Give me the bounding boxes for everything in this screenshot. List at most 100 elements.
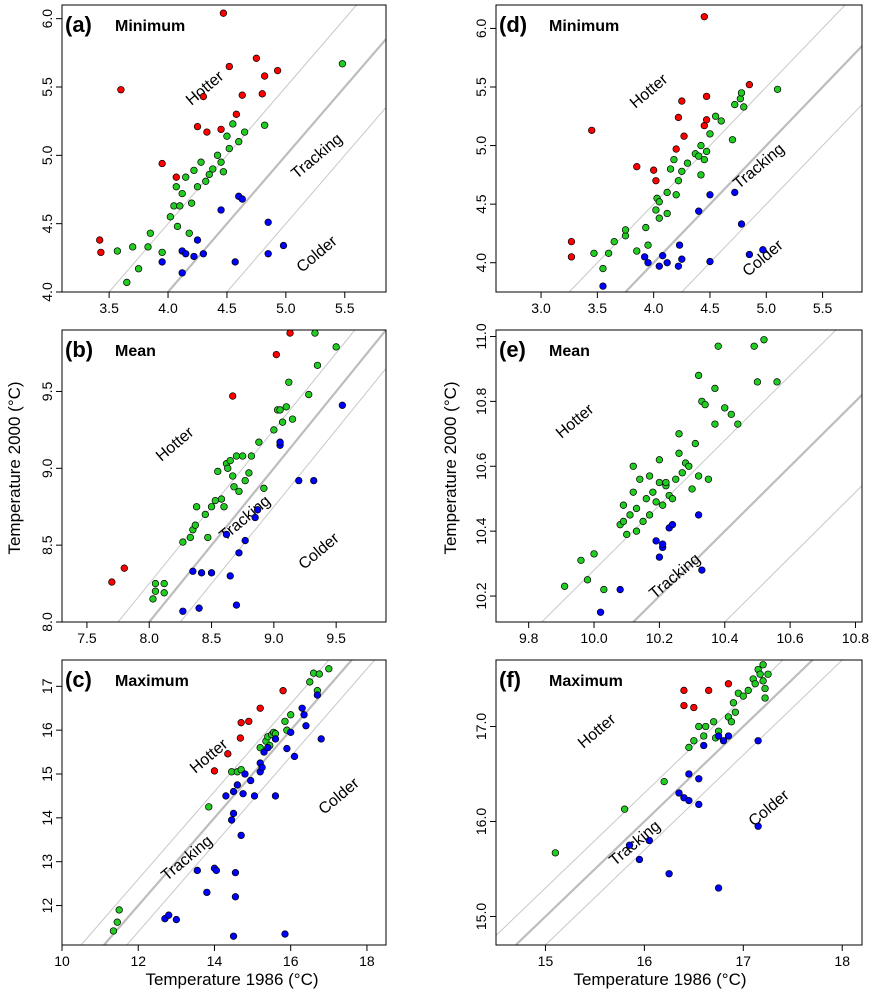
point-colder <box>663 259 671 267</box>
point-tracking <box>332 343 340 351</box>
panel-f: 15 16 17 18 15.0 16.0 17.0 (f) Maximum Hotter Trac… <box>473 659 863 969</box>
reference-lines <box>568 5 862 292</box>
point-colder <box>641 253 649 261</box>
point-hotter <box>108 578 116 586</box>
point-hotter <box>700 13 708 21</box>
point-colder <box>685 796 693 805</box>
point-colder <box>264 250 272 258</box>
point-tracking <box>668 495 677 503</box>
point-hotter <box>633 163 641 171</box>
point-tracking <box>623 530 631 539</box>
x-tick-label: 18 <box>834 953 850 969</box>
x-tick-label: 8.5 <box>202 630 222 646</box>
x-tick-label: 4.0 <box>158 300 178 316</box>
point-tracking <box>655 456 664 464</box>
point-tracking <box>287 711 295 719</box>
x-tick-label: 9.5 <box>326 630 346 646</box>
point-colder <box>271 735 280 743</box>
point-tracking <box>639 517 647 526</box>
point-tracking <box>205 170 213 179</box>
point-colder <box>596 608 605 616</box>
point-tracking <box>619 517 628 526</box>
point-hotter <box>225 62 233 71</box>
x-tick-label: 3.0 <box>531 300 551 316</box>
point-tracking <box>239 452 247 460</box>
point-tracking <box>632 527 641 535</box>
region-label-hotter: Hotter <box>187 736 232 777</box>
point-hotter <box>217 125 225 134</box>
point-tracking <box>172 183 180 191</box>
x-tick-label: 10.8 <box>842 630 869 646</box>
y-tick-label: 11.0 <box>473 323 489 349</box>
point-colder <box>212 866 221 875</box>
y-axis-title-right: Temperature 2000 (°C) <box>441 381 460 554</box>
point-colder <box>232 601 241 609</box>
points <box>567 13 782 290</box>
point-hotter <box>650 166 658 174</box>
region-label-tracking: Tracking <box>158 833 215 885</box>
point-tracking <box>235 487 243 496</box>
point-tracking <box>288 415 297 423</box>
point-tracking <box>245 469 253 477</box>
point-colder <box>182 250 190 258</box>
point-tracking <box>685 743 693 752</box>
point-tracking <box>652 206 660 214</box>
point-hotter <box>705 686 713 695</box>
point-tracking <box>711 384 719 393</box>
point-tracking <box>146 229 155 237</box>
point-tracking <box>315 670 323 678</box>
point-tracking <box>688 485 696 493</box>
point-hotter <box>680 701 688 710</box>
region-label-colder: Colder <box>316 774 364 818</box>
point-tracking <box>666 165 675 173</box>
point-tracking <box>629 488 637 496</box>
x-tick-label: 3.5 <box>588 300 608 316</box>
region-label-tracking: Tracking <box>730 141 787 193</box>
point-hotter <box>702 116 711 124</box>
x-tick-label: 10.2 <box>646 630 673 646</box>
point-colder <box>172 915 181 924</box>
point-hotter <box>245 717 253 726</box>
band-line <box>496 660 784 936</box>
point-colder <box>616 585 624 594</box>
point-hotter <box>158 159 166 168</box>
point-tracking <box>160 589 168 597</box>
point-tracking <box>551 849 560 857</box>
point-tracking <box>217 495 226 503</box>
y-tick-label: 16 <box>39 722 55 738</box>
point-colder <box>258 763 266 772</box>
point-colder <box>276 438 284 446</box>
panel-letter: (f) <box>499 667 521 692</box>
one-to-one-line <box>103 660 353 945</box>
point-colder <box>235 549 243 557</box>
region-label-tracking: Tracking <box>646 551 703 603</box>
x-tick-label: 10.6 <box>776 630 803 646</box>
region-label-hotter: Hotter <box>627 71 672 112</box>
point-colder <box>189 567 197 575</box>
point-tracking <box>109 927 118 935</box>
point-colder <box>674 262 683 270</box>
point-tracking <box>636 475 644 483</box>
x-tick-label: 5.0 <box>757 300 777 316</box>
point-colder <box>731 188 739 197</box>
plot-frame <box>495 4 863 293</box>
point-hotter <box>224 750 232 758</box>
point-tracking <box>226 456 234 465</box>
point-hotter <box>256 704 264 712</box>
point-tracking <box>211 496 219 505</box>
point-tracking <box>590 550 598 558</box>
point-tracking <box>697 171 705 179</box>
point-colder <box>724 732 733 740</box>
point-tracking <box>683 159 692 167</box>
region-label-hotter: Hotter <box>575 711 620 752</box>
point-tracking <box>632 504 641 513</box>
point-colder <box>197 569 206 577</box>
one-to-one-line <box>167 38 386 292</box>
panel-d: 3.0 3.5 4.0 4.5 5.0 5.5 4.0 4.5 5.0 5.5 6.0 (d) Mini… <box>473 4 863 316</box>
y-tick-label: 5.0 <box>39 145 55 165</box>
point-tracking <box>214 467 222 476</box>
points <box>109 665 333 940</box>
point-tracking <box>207 503 216 511</box>
point-hotter <box>588 126 596 134</box>
panel-letter: (c) <box>65 667 92 692</box>
